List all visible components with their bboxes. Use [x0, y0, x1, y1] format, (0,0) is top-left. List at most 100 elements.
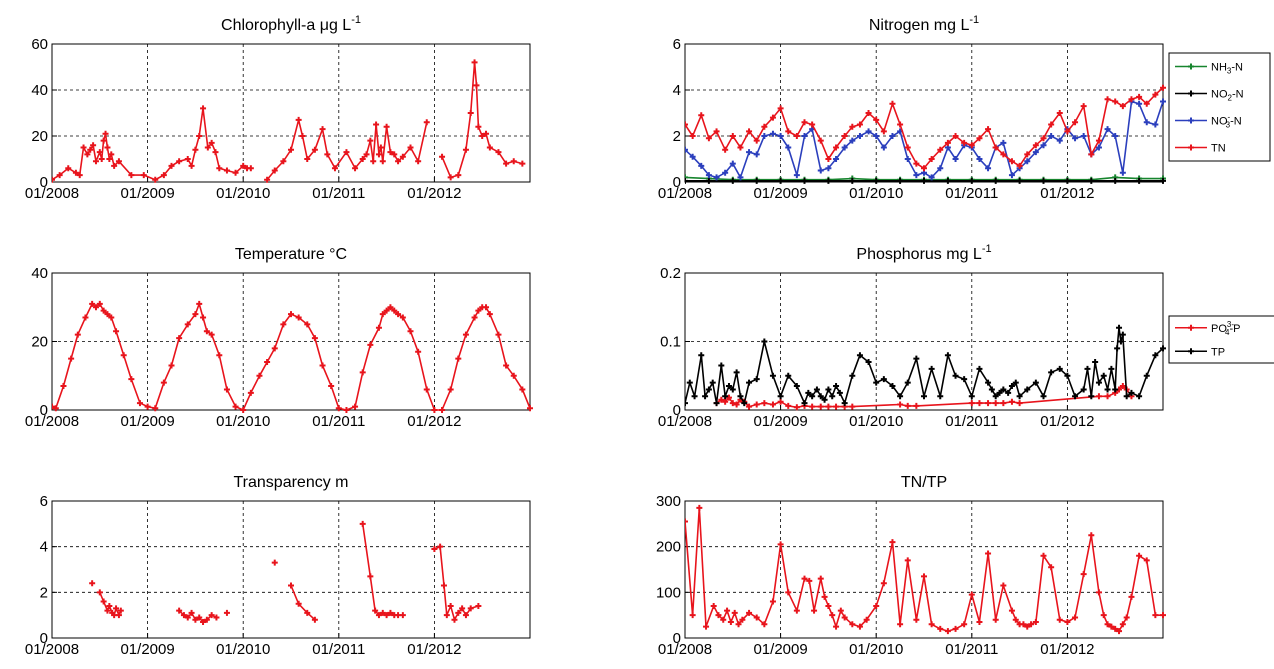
data-point	[724, 607, 731, 614]
data-point	[737, 174, 744, 181]
data-point	[462, 146, 469, 153]
data-point	[415, 348, 422, 355]
data-point	[60, 383, 67, 390]
data-point	[777, 541, 784, 548]
data-point	[913, 355, 920, 362]
y-tick-label: 4	[673, 82, 681, 99]
data-point	[992, 177, 999, 184]
data-point	[897, 121, 904, 128]
data-point	[223, 167, 230, 174]
x-tick-label: 01/2008	[658, 185, 712, 202]
data-point	[288, 146, 294, 153]
x-tick-label: 01/2010	[216, 185, 270, 202]
data-point	[1040, 177, 1047, 184]
data-point	[811, 607, 818, 614]
y-tick-label: 6	[40, 493, 48, 510]
y-tick-label: 0.1	[660, 334, 681, 351]
data-point	[264, 176, 271, 183]
data-point	[203, 616, 210, 623]
data-point	[968, 142, 975, 149]
data-point	[176, 607, 183, 614]
data-point	[921, 177, 927, 184]
data-point	[192, 311, 199, 318]
data-point	[722, 169, 729, 176]
nit-series-3	[685, 84, 1166, 172]
data-point	[304, 609, 311, 616]
data-point	[1136, 393, 1143, 400]
data-point	[1056, 110, 1063, 116]
data-point	[168, 162, 175, 169]
data-point	[375, 151, 382, 158]
x-tick-label: 01/2009	[120, 641, 174, 658]
data-point	[952, 133, 959, 139]
data-point	[437, 543, 444, 550]
data-point	[176, 158, 183, 165]
data-point	[311, 146, 318, 153]
data-point	[685, 177, 688, 184]
data-point	[1012, 379, 1019, 386]
data-point	[968, 393, 975, 400]
data-point	[976, 365, 983, 372]
data-point	[1119, 621, 1126, 628]
data-point	[1095, 379, 1102, 386]
data-point	[1108, 623, 1115, 630]
data-point	[1024, 623, 1031, 630]
x-tick-label: 01/2011	[945, 185, 998, 202]
data-point	[722, 398, 729, 405]
data-point	[746, 403, 753, 410]
data-point	[731, 609, 738, 616]
data-point	[722, 393, 729, 400]
data-point	[192, 616, 199, 623]
data-point	[904, 557, 911, 564]
data-point	[373, 121, 380, 128]
y-tick-label: 60	[31, 36, 48, 53]
data-point	[992, 616, 999, 623]
data-point	[1104, 126, 1111, 133]
data-point	[180, 612, 187, 619]
data-point	[833, 144, 840, 151]
data-point	[108, 314, 115, 321]
data-point	[440, 582, 447, 589]
data-point	[383, 123, 390, 130]
data-point	[359, 369, 366, 376]
data-point	[160, 379, 167, 386]
data-point	[841, 400, 848, 407]
data-point	[753, 151, 760, 158]
data-point	[495, 149, 502, 156]
series-line	[290, 585, 316, 621]
data-point	[1136, 552, 1143, 559]
x-tick-label: 01/2012	[1040, 641, 1094, 658]
data-point	[833, 156, 840, 162]
transp-series-1	[96, 589, 124, 619]
data-point	[1024, 158, 1031, 165]
data-point	[889, 100, 896, 107]
data-point	[1020, 621, 1027, 628]
data-point	[264, 359, 271, 366]
data-point	[1104, 96, 1111, 103]
data-point	[439, 407, 446, 413]
data-point	[793, 383, 800, 390]
temp-series-0	[52, 300, 533, 413]
data-point	[399, 314, 406, 321]
data-point	[1048, 369, 1055, 376]
data-point	[1112, 625, 1119, 632]
data-point	[375, 324, 382, 331]
data-point	[829, 612, 836, 619]
data-point	[696, 504, 703, 511]
data-point	[793, 607, 800, 614]
data-point	[849, 621, 856, 628]
transp-panel: Transparency m 01/2008 01/2009 01/2010 01/20…	[25, 474, 531, 658]
data-point	[304, 156, 311, 162]
data-point	[1117, 338, 1124, 345]
data-point	[1136, 93, 1143, 100]
data-point	[367, 573, 374, 580]
data-point	[801, 133, 808, 139]
data-point	[985, 165, 992, 172]
x-tick-label: 01/2011	[312, 641, 365, 658]
y-tick-label: 100	[656, 584, 681, 601]
data-point	[737, 144, 744, 151]
data-point	[443, 612, 450, 619]
data-point	[89, 300, 96, 307]
data-point	[335, 405, 342, 412]
data-point	[849, 177, 856, 184]
